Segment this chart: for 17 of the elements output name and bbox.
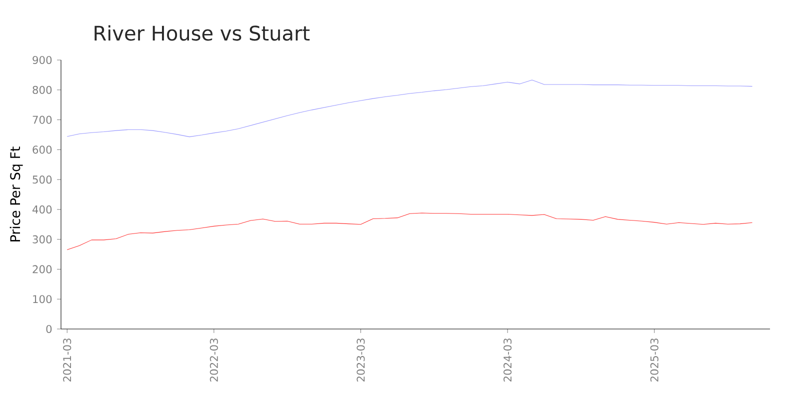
x-tick-label: 2021-03 (63, 338, 72, 382)
y-tick-label: 100 (33, 295, 52, 304)
x-tick-label: 2024-03 (504, 338, 512, 382)
y-tick-label: 600 (32, 146, 52, 154)
y-tick-label: 200 (32, 265, 52, 274)
x-tick-label: 2023-03 (356, 338, 365, 382)
y-axis-title: Price Per Sq Ft (10, 146, 23, 242)
y-tick-label: 0 (46, 324, 52, 334)
y-tick-label: 800 (32, 86, 52, 94)
y-tick-label: 400 (32, 205, 52, 214)
x-tick-label: 2022-03 (210, 338, 218, 382)
y-tick-label: 700 (32, 116, 52, 124)
y-tick-label: 300 (32, 235, 52, 244)
y-tick-label: 900 (32, 56, 52, 64)
x-tick-label: 2025-03 (650, 338, 658, 382)
y-tick-label: 500 (32, 176, 52, 184)
chart-title: River House vs Stuart (94, 25, 310, 41)
